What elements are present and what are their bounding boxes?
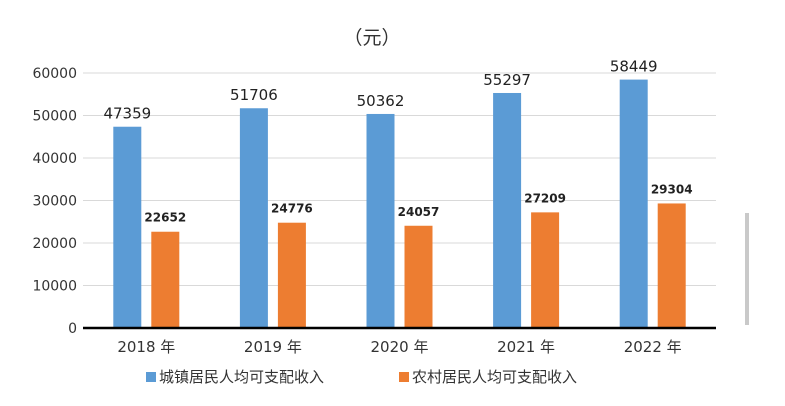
bar: [657, 203, 686, 328]
unit-label: （元）: [343, 27, 400, 49]
bar: [113, 126, 142, 329]
bar: [531, 212, 560, 328]
data-label: 55297: [483, 71, 531, 89]
y-tick-label: 0: [68, 321, 77, 337]
bar: [493, 92, 522, 328]
data-label: 50362: [357, 92, 405, 110]
y-axis-ticks: 0 10000 20000 30000 40000 50000 60000: [32, 66, 77, 337]
data-label: 24057: [398, 205, 440, 219]
data-label: 27209: [524, 191, 566, 205]
x-tick-label: 2022 年: [624, 338, 682, 356]
bar: [151, 231, 180, 328]
x-tick-label: 2020 年: [371, 338, 429, 356]
x-tick-label: 2018 年: [117, 338, 175, 356]
bar: [239, 108, 268, 328]
y-tick-label: 40000: [32, 151, 77, 167]
x-axis-ticks: 2018 年 2019 年 2020 年 2021 年 2022 年: [117, 338, 681, 356]
y-tick-label: 60000: [32, 66, 77, 82]
bars: [113, 79, 686, 329]
data-label: 24776: [271, 202, 313, 216]
legend: 城镇居民人均可支配收入 农村居民人均可支配收入: [146, 368, 577, 386]
legend-swatch: [399, 372, 409, 382]
legend-label: 农村居民人均可支配收入: [412, 368, 577, 386]
data-label: 22652: [144, 211, 186, 225]
gridlines: [83, 72, 716, 286]
legend-swatch: [146, 372, 156, 382]
data-label: 58449: [610, 58, 658, 76]
y-tick-label: 50000: [32, 109, 77, 125]
data-label: 51706: [230, 86, 278, 104]
bar: [277, 222, 306, 328]
y-tick-label: 10000: [32, 279, 77, 295]
data-label: 47359: [103, 105, 151, 123]
bar: [366, 113, 395, 328]
legend-label: 城镇居民人均可支配收入: [159, 368, 324, 386]
bar: [619, 79, 648, 328]
x-tick-label: 2021 年: [497, 338, 555, 356]
scrollbar[interactable]: [745, 213, 749, 325]
x-tick-label: 2019 年: [244, 338, 302, 356]
data-labels: 47359 22652 51706 24776 50362 24057 55297 27209…: [103, 58, 692, 225]
y-tick-label: 30000: [32, 194, 77, 210]
y-tick-label: 20000: [32, 236, 77, 252]
data-label: 29304: [651, 182, 693, 196]
bar: [404, 225, 433, 328]
